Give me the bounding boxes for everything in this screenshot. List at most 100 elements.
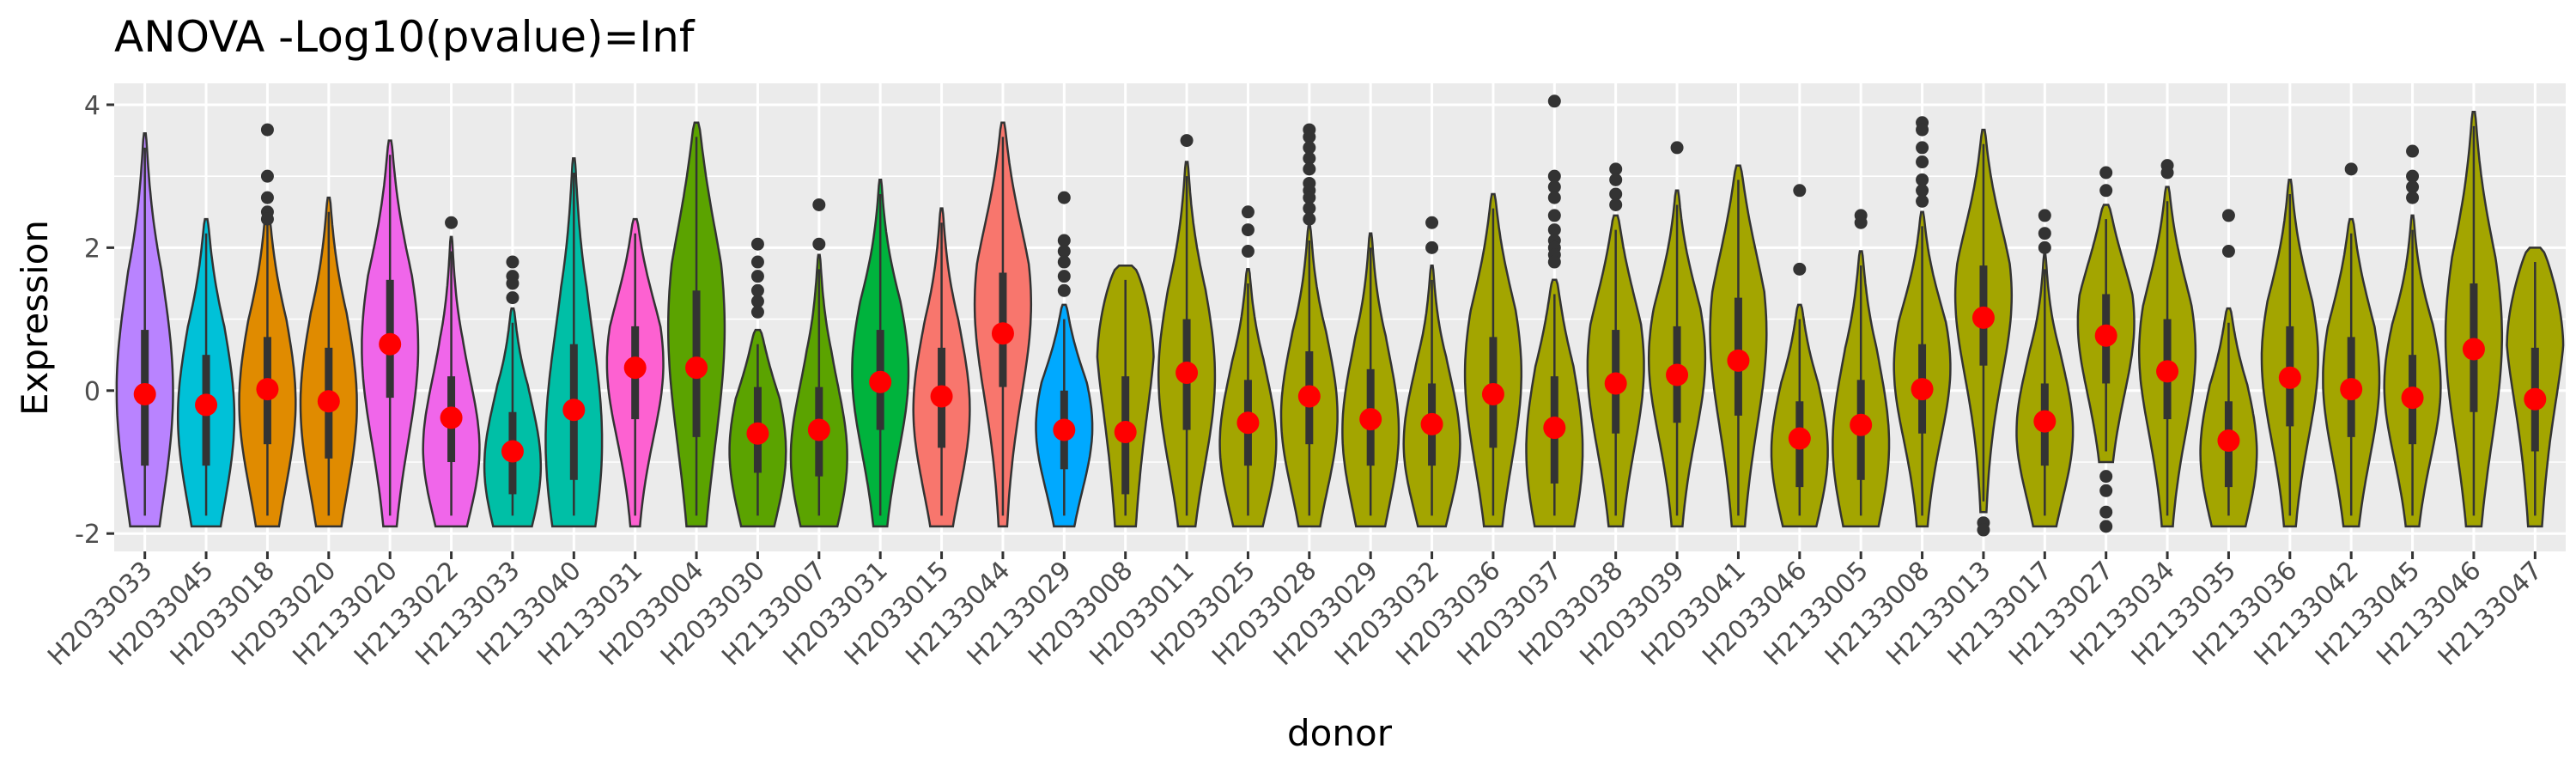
violin-group (789, 198, 848, 528)
outlier-point (1609, 187, 1623, 201)
outlier-point (750, 295, 764, 308)
mean-point (1297, 385, 1321, 408)
violin-group (1402, 216, 1461, 528)
mean-point (2217, 429, 2240, 453)
outlier-point (1057, 270, 1071, 283)
violins (115, 94, 2565, 537)
violin-group (2383, 144, 2442, 528)
mean-point (1604, 372, 1627, 395)
outlier-point (2099, 520, 2113, 533)
outlier-point (2160, 166, 2174, 180)
outlier-point (1793, 184, 1807, 198)
outlier-point (750, 283, 764, 297)
outlier-point (2038, 227, 2051, 240)
outlier-point (445, 216, 459, 229)
mean-point (991, 322, 1014, 345)
mean-point (1727, 349, 1750, 372)
outlier-point (1303, 162, 1316, 176)
mean-point (869, 370, 892, 393)
outlier-point (1916, 141, 1929, 155)
outlier-point (750, 237, 764, 251)
y-tick-label: 0 (84, 377, 100, 407)
outlier-point (2221, 245, 2235, 259)
violin-group (176, 217, 236, 528)
outlier-point (1547, 209, 1561, 222)
violin-group (1035, 191, 1094, 528)
outlier-point (1547, 180, 1561, 194)
violin-group (2199, 209, 2258, 528)
violin-group (1647, 141, 1707, 528)
outlier-point (1241, 245, 1255, 259)
mean-point (133, 382, 156, 405)
outlier-point (260, 169, 274, 183)
outlier-point (1303, 202, 1316, 216)
chart-title: ANOVA -Log10(pvalue)=Inf (114, 12, 696, 62)
violin-group (1953, 128, 2014, 537)
y-tick-label: -2 (75, 520, 100, 550)
violin-group (2076, 166, 2136, 533)
outlier-point (1057, 255, 1071, 269)
outlier-point (1916, 123, 1929, 137)
outlier-point (2406, 169, 2420, 183)
mean-point (1420, 412, 1443, 435)
violin-group (361, 139, 420, 528)
violin-group (2260, 179, 2319, 528)
mean-point (1236, 411, 1260, 435)
outlier-point (1303, 151, 1316, 165)
violin-group (1463, 192, 1523, 528)
outlier-point (1793, 262, 1807, 276)
mean-point (562, 399, 586, 422)
mean-point (2524, 387, 2547, 411)
violin-group (544, 157, 604, 528)
outlier-point (1547, 223, 1561, 237)
outlier-point (1916, 155, 1929, 169)
mean-point (256, 378, 279, 401)
violin-group (1709, 164, 1768, 528)
outlier-point (750, 255, 764, 269)
outlier-point (2406, 144, 2420, 158)
outlier-point (1303, 130, 1316, 143)
outlier-point (1609, 198, 1623, 211)
mean-point (1971, 306, 1995, 329)
violin-group (422, 216, 481, 528)
outlier-point (260, 191, 274, 204)
violin-group (483, 255, 543, 528)
outlier-point (1547, 191, 1561, 204)
violin-group (1218, 205, 1278, 528)
outlier-point (812, 198, 826, 211)
mean-point (1666, 363, 1689, 386)
outlier-point (2038, 209, 2051, 222)
outlier-point (1609, 162, 1623, 176)
mean-point (1114, 421, 1137, 444)
outlier-point (1977, 523, 1990, 537)
outlier-point (1547, 255, 1561, 269)
mean-point (685, 356, 708, 380)
outlier-point (1057, 245, 1071, 259)
mean-point (2094, 324, 2117, 347)
outlier-point (260, 212, 274, 226)
outlier-point (506, 255, 519, 269)
violin-group (1096, 264, 1155, 528)
mean-point (1053, 418, 1076, 441)
mean-point (746, 422, 769, 445)
mean-point (501, 440, 524, 463)
mean-point (2462, 338, 2485, 361)
violin-group (1157, 134, 1217, 528)
violin-group (912, 207, 971, 528)
violin-group (973, 121, 1033, 528)
outlier-point (2038, 240, 2051, 254)
y-axis: -2 0 2 4 (75, 91, 114, 550)
outlier-point (1241, 223, 1255, 237)
violin-group (2137, 159, 2197, 528)
outlier-point (1303, 212, 1316, 226)
mean-point (2401, 386, 2424, 410)
violin-group (115, 131, 174, 528)
outlier-point (1916, 173, 1929, 186)
violin-group (605, 217, 665, 528)
y-tick-label: 2 (84, 234, 100, 264)
outlier-point (1425, 216, 1439, 229)
violin-group (2444, 111, 2504, 528)
mean-point (1176, 361, 1199, 384)
outlier-point (2406, 180, 2420, 194)
